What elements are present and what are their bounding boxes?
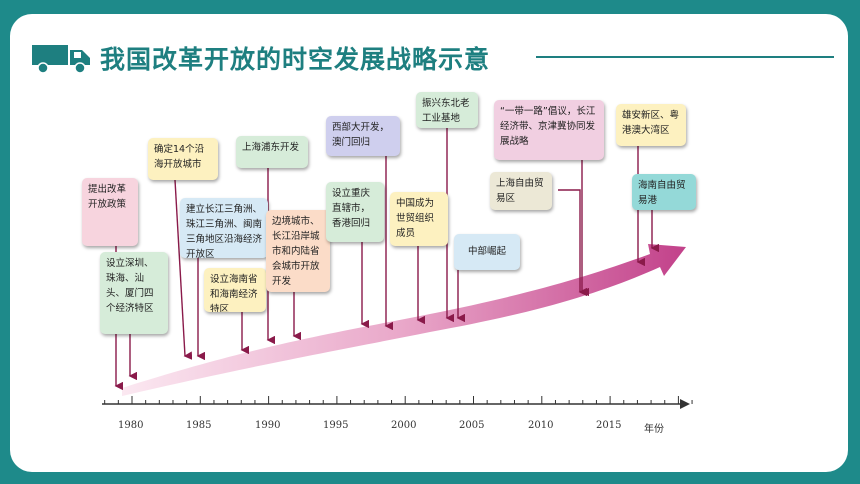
event-box-special-zones: 设立深圳、珠海、汕头、厦门四个经济特区 — [100, 252, 168, 334]
tick-label-1995: 1995 — [323, 420, 349, 431]
title-row: 我国改革开放的时空发展战略示意 — [32, 40, 490, 76]
truck-icon — [32, 45, 90, 74]
tick-label-1985: 1985 — [186, 420, 212, 431]
event-box-hainan-ftp: 海南自由贸易港 — [632, 174, 696, 210]
event-box-shanghai-ftz: 上海自由贸易区 — [490, 172, 552, 210]
tick-label-1980: 1980 — [118, 420, 144, 431]
slide-card: 我国改革开放的时空发展战略示意 — [10, 14, 848, 472]
event-box-xiongan: 雄安新区、粤港澳大湾区 — [616, 104, 686, 146]
event-box-belt-and-road: “一带一路”倡议，长江经济带、京津冀协同发展战略 — [494, 100, 604, 160]
event-box-northeast: 振兴东北老工业基地 — [416, 92, 478, 128]
page-title: 我国改革开放的时空发展战略示意 — [100, 45, 491, 74]
tick-label-1990: 1990 — [255, 420, 281, 431]
event-box-border-cities: 边境城市、长江沿岸城市和内陆省会城市开放开发 — [266, 210, 330, 292]
event-box-wto: 中国成为世贸组织成员 — [390, 192, 448, 246]
event-box-coastal-cities: 确定14个沿海开放城市 — [148, 138, 218, 180]
title-underline — [536, 56, 834, 58]
event-box-western-development: 西部大开发，澳门回归 — [326, 116, 400, 156]
event-box-reform-policy: 提出改革开放政策 — [82, 178, 138, 246]
event-box-central-rise: 中部崛起 — [454, 234, 520, 270]
time-axis — [102, 396, 693, 409]
event-box-chongqing: 设立重庆直辖市，香港回归 — [326, 182, 384, 242]
event-box-hainan-province: 设立海南省和海南经济特区 — [204, 268, 266, 312]
axis-unit-label: 年份 — [644, 424, 664, 435]
tick-label-2010: 2010 — [528, 420, 554, 431]
trend-arrow — [122, 244, 686, 396]
event-box-pudong: 上海浦东开发 — [236, 136, 308, 168]
event-box-delta-zones: 建立长江三角洲、珠江三角洲、闽南三角地区沿海经济开放区 — [180, 198, 268, 258]
tick-label-2015: 2015 — [596, 420, 622, 431]
tick-label-2005: 2005 — [459, 420, 485, 431]
tick-label-2000: 2000 — [391, 420, 417, 431]
